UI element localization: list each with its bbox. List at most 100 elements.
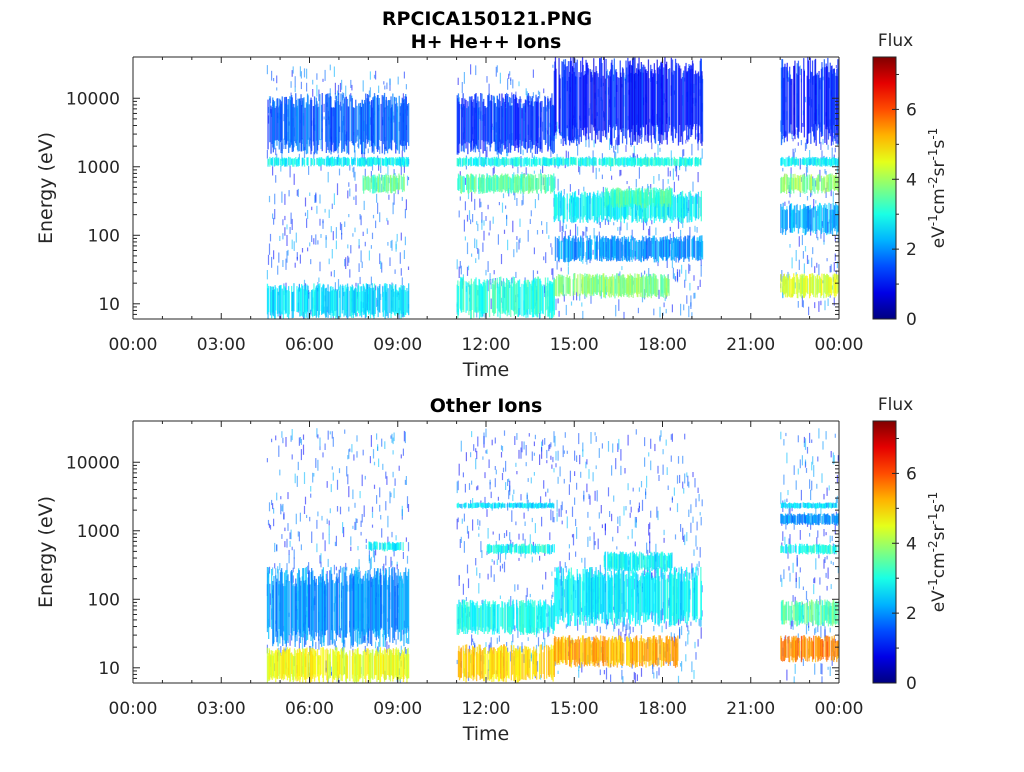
flux-pixel bbox=[376, 495, 377, 504]
flux-streak bbox=[817, 73, 818, 131]
flux-streak bbox=[636, 240, 637, 259]
flux-streak bbox=[587, 63, 588, 128]
flux-pixel bbox=[275, 436, 276, 441]
flux-pixel bbox=[273, 218, 274, 225]
flux-streak bbox=[662, 275, 663, 297]
flux-streak bbox=[551, 158, 552, 165]
flux-streak bbox=[556, 276, 557, 296]
flux-streak bbox=[663, 67, 664, 140]
flux-pixel bbox=[563, 445, 564, 457]
flux-pixel bbox=[394, 433, 395, 442]
flux-pixel bbox=[292, 547, 293, 551]
flux-pixel bbox=[688, 264, 689, 274]
flux-streak bbox=[643, 65, 644, 128]
flux-pixel bbox=[495, 478, 496, 487]
flux-pixel bbox=[405, 209, 406, 218]
flux-pixel bbox=[505, 461, 506, 472]
flux-streak bbox=[298, 287, 299, 310]
flux-pixel bbox=[615, 458, 616, 469]
flux-streak bbox=[380, 158, 381, 167]
flux-pixel bbox=[403, 449, 404, 456]
flux-pixel bbox=[680, 230, 681, 237]
flux-streak bbox=[567, 194, 568, 222]
flux-pixel bbox=[276, 76, 277, 84]
flux-streak bbox=[613, 188, 614, 208]
flux-pixel bbox=[485, 216, 486, 221]
flux-pixel bbox=[568, 267, 569, 275]
colorbar-gradient bbox=[873, 57, 896, 319]
flux-pixel bbox=[355, 283, 356, 287]
flux-streak bbox=[673, 71, 674, 127]
flux-pixel bbox=[824, 301, 825, 311]
flux-pixel bbox=[524, 442, 525, 450]
flux-streak bbox=[695, 241, 696, 260]
flux-pixel bbox=[589, 527, 590, 531]
flux-pixel bbox=[301, 544, 302, 550]
flux-pixel bbox=[574, 451, 575, 461]
flux-pixel bbox=[477, 519, 478, 525]
flux-pixel bbox=[458, 518, 459, 523]
flux-pixel bbox=[545, 492, 546, 497]
flux-pixel bbox=[583, 232, 584, 236]
flux-streak bbox=[702, 241, 703, 259]
flux-pixel bbox=[684, 280, 685, 288]
flux-streak bbox=[312, 159, 313, 165]
flux-pixel bbox=[535, 435, 536, 439]
flux-pixel bbox=[483, 231, 484, 241]
flux-streak bbox=[269, 98, 270, 142]
flux-streak bbox=[561, 241, 562, 259]
flux-pixel bbox=[572, 507, 573, 517]
flux-streak bbox=[673, 238, 674, 260]
flux-pixel bbox=[511, 510, 512, 522]
flux-streak bbox=[691, 196, 692, 222]
flux-pixel bbox=[541, 517, 542, 527]
flux-pixel bbox=[401, 454, 402, 458]
flux-pixel bbox=[297, 252, 298, 259]
flux-streak bbox=[793, 178, 794, 193]
flux-pixel bbox=[325, 209, 326, 213]
flux-pixel bbox=[387, 242, 388, 246]
flux-streak bbox=[783, 203, 784, 233]
flux-streak bbox=[612, 65, 613, 128]
flux-pixel bbox=[596, 436, 597, 442]
flux-streak bbox=[491, 177, 492, 191]
flux-streak bbox=[401, 175, 402, 189]
flux-pixel bbox=[636, 519, 637, 528]
flux-streak bbox=[791, 79, 792, 134]
flux-streak bbox=[495, 103, 496, 151]
flux-pixel bbox=[565, 432, 566, 438]
flux-pixel bbox=[799, 260, 800, 270]
flux-pixel bbox=[465, 178, 466, 185]
flux-pixel bbox=[391, 532, 392, 537]
flux-pixel bbox=[397, 234, 398, 242]
flux-pixel bbox=[382, 464, 383, 470]
flux-pixel bbox=[546, 460, 547, 463]
flux-pixel bbox=[625, 625, 626, 630]
flux-streak bbox=[821, 178, 822, 193]
flux-pixel bbox=[497, 638, 498, 644]
flux-pixel bbox=[581, 558, 582, 563]
flux-streak bbox=[302, 158, 303, 166]
flux-streak bbox=[583, 195, 584, 223]
flux-pixel bbox=[489, 459, 490, 468]
flux-pixel bbox=[523, 197, 524, 205]
flux-pixel bbox=[618, 439, 619, 450]
flux-pixel bbox=[488, 574, 489, 580]
flux-streak bbox=[585, 157, 586, 166]
flux-pixel bbox=[649, 541, 650, 553]
flux-streak bbox=[394, 97, 395, 143]
flux-streak bbox=[784, 159, 785, 167]
flux-pixel bbox=[602, 443, 603, 448]
flux-pixel bbox=[534, 453, 535, 456]
flux-pixel bbox=[477, 437, 478, 447]
flux-pixel bbox=[596, 168, 597, 179]
flux-streak bbox=[495, 280, 496, 313]
flux-pixel bbox=[557, 500, 558, 512]
flux-pixel bbox=[491, 299, 492, 310]
flux-streak bbox=[828, 72, 829, 133]
flux-pixel bbox=[627, 223, 628, 231]
flux-pixel bbox=[521, 441, 522, 452]
flux-streak bbox=[333, 289, 334, 317]
flux-streak bbox=[347, 287, 348, 318]
